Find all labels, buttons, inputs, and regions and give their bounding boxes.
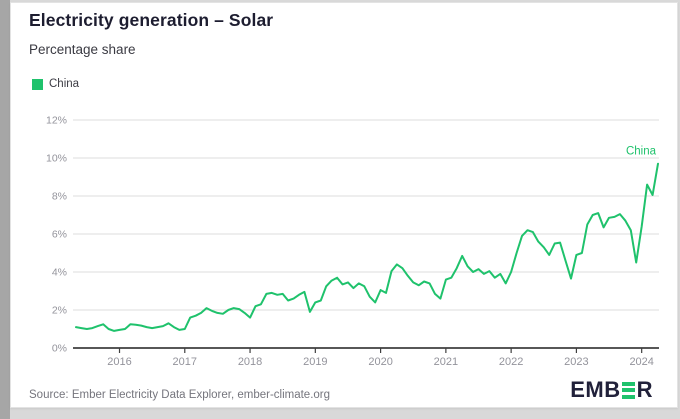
axis-labels: 0% 2% 4% 6% 8% 10% 12% 2016 2017 2018 2019 2020 2021… [46,115,654,369]
chart-card: China 0% 2% 4% 6% 8% 10% 12% 2016 2017 2018 2019 20… [10,2,678,408]
source-attribution: Source: Ember Electricity Data Explorer,… [29,389,331,401]
legend: China [32,78,79,90]
svg-text:4%: 4% [52,267,67,279]
gridlines [73,119,659,311]
svg-text:2%: 2% [52,305,67,317]
svg-text:2019: 2019 [303,356,327,368]
svg-text:China: China [626,146,657,158]
legend-swatch-china[interactable] [32,78,43,90]
chart-plot-area: China 0% 2% 4% 6% 8% 10% 12% 2016 2017 2018 2019 20… [46,115,659,369]
ember-logo-bars-icon [622,381,636,399]
svg-text:2023: 2023 [564,356,588,368]
svg-text:10%: 10% [46,153,67,165]
svg-text:2024: 2024 [629,356,653,368]
page-subtitle: Percentage share [29,42,136,57]
svg-text:12%: 12% [46,115,67,127]
svg-text:0%: 0% [52,343,67,355]
series-line-china: China [75,146,659,332]
svg-text:2020: 2020 [368,356,392,368]
legend-label-china[interactable]: China [49,78,80,90]
ember-logo-text-r: R [636,377,653,402]
svg-text:2022: 2022 [499,356,523,368]
svg-text:2021: 2021 [434,356,458,368]
axes [73,347,659,353]
ember-logo: EMB R [570,377,653,403]
page-title: Electricity generation – Solar [29,10,274,30]
page-background-strip [0,0,10,419]
svg-text:2016: 2016 [107,356,131,368]
svg-text:8%: 8% [52,191,67,203]
svg-text:2017: 2017 [173,356,197,368]
ember-logo-text-emb: EMB [570,377,621,402]
svg-text:6%: 6% [52,229,67,241]
svg-text:2018: 2018 [238,356,262,368]
